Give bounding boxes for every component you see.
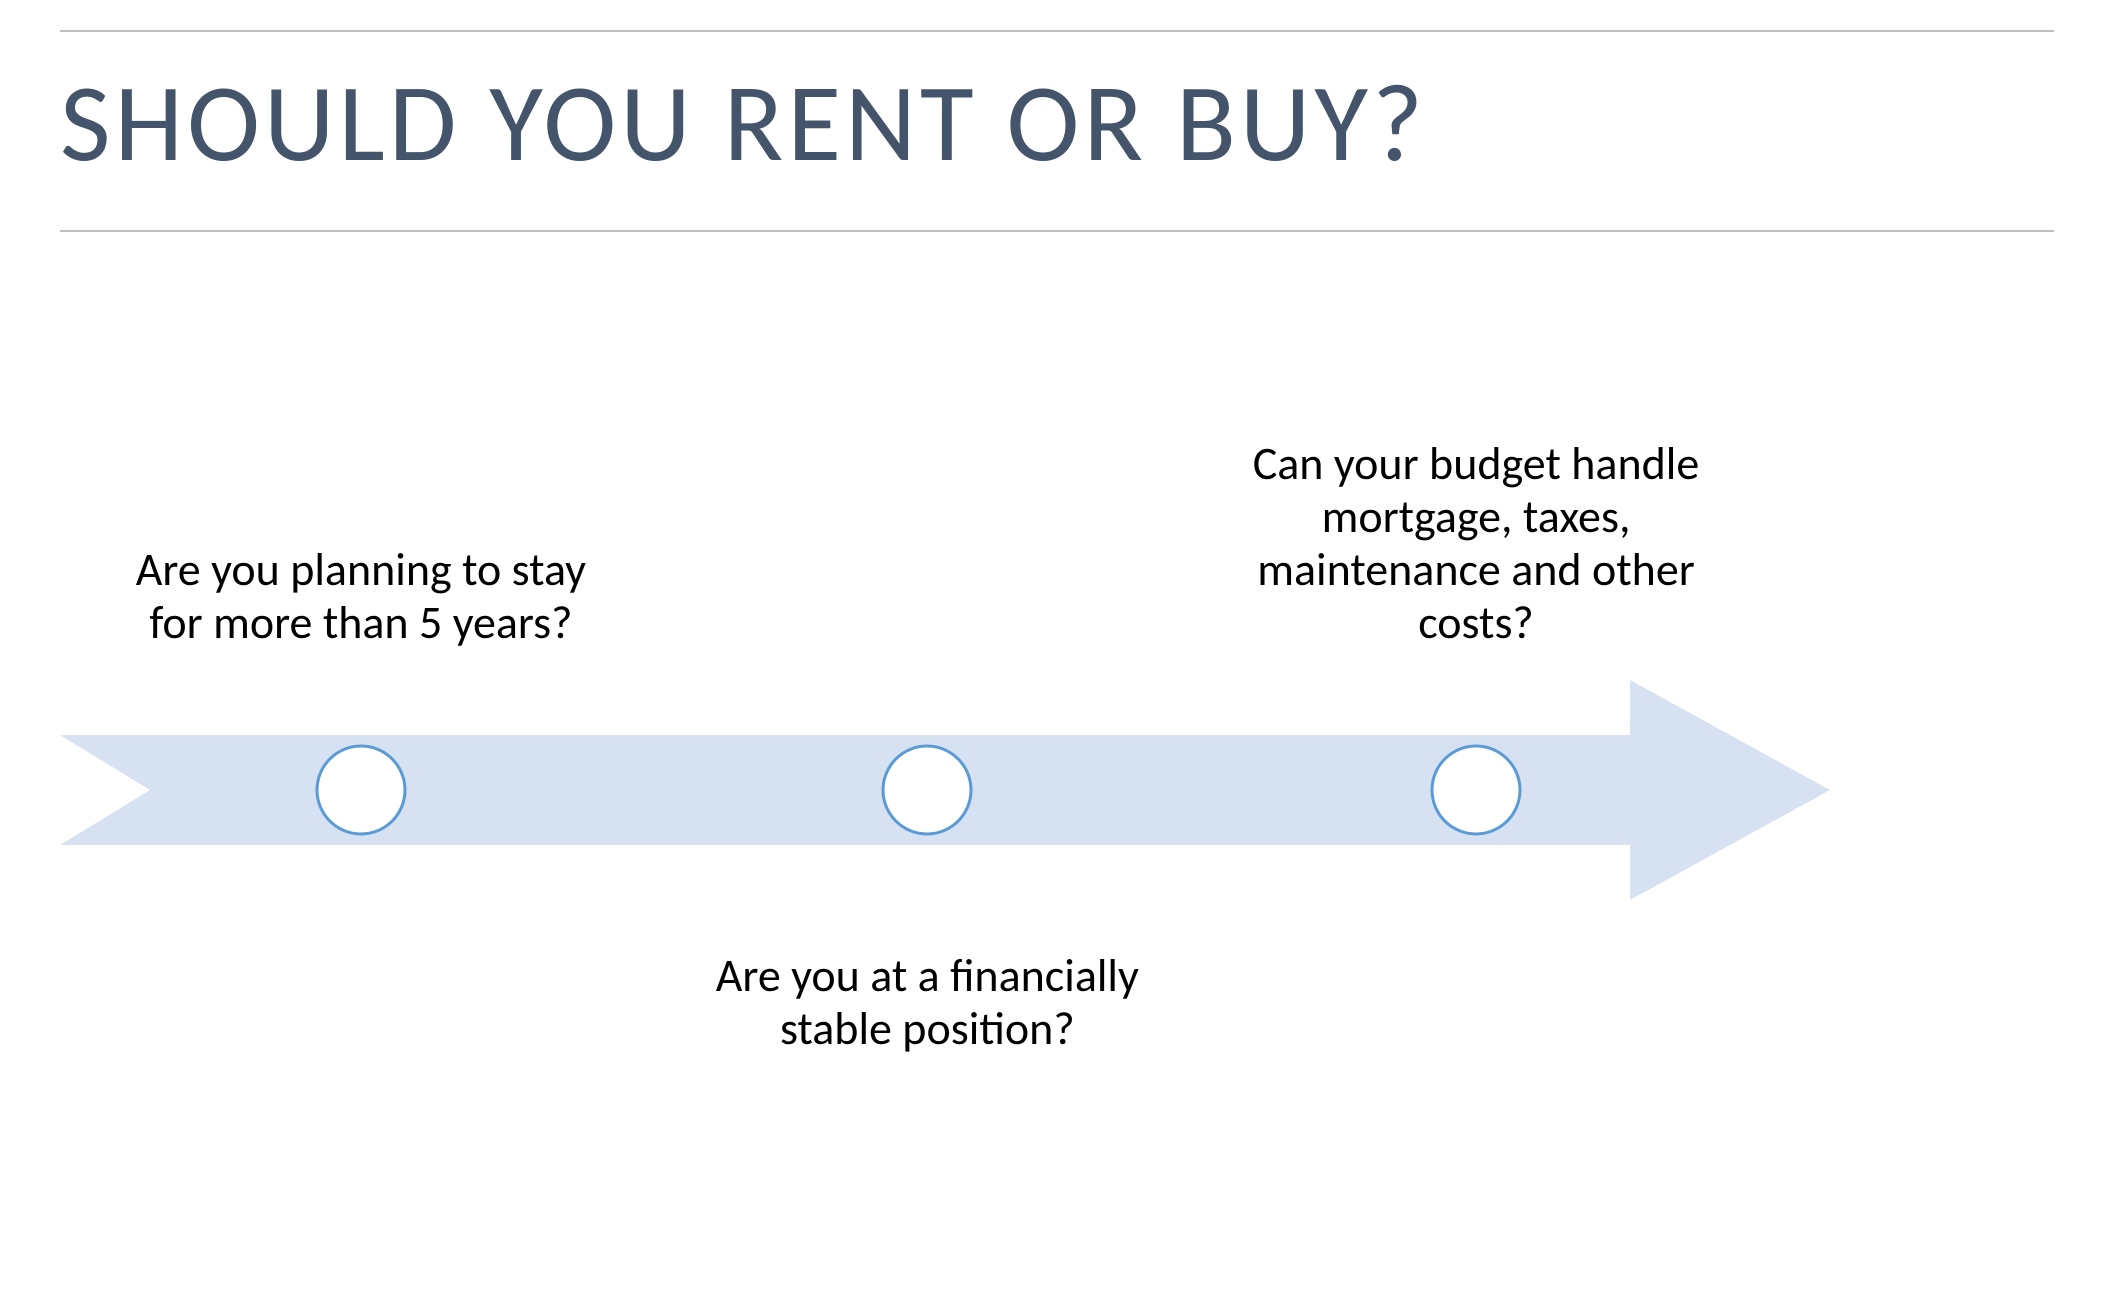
question-1: Are you planning to stay for more than 5… (131, 544, 591, 650)
timeline-arrow (60, 680, 1830, 900)
page: SHOULD YOU RENT OR BUY? Are you planning… (0, 0, 2114, 1299)
top-divider (60, 30, 2054, 32)
bottom-divider (60, 230, 2054, 232)
question-3: Can your budget handle mortgage, taxes, … (1246, 438, 1706, 650)
timeline-marker-2 (882, 745, 973, 836)
page-title: SHOULD YOU RENT OR BUY? (60, 55, 2054, 190)
timeline-marker-1 (315, 745, 406, 836)
question-2: Are you at a financially stable position… (697, 950, 1157, 1056)
timeline-marker-3 (1431, 745, 1522, 836)
